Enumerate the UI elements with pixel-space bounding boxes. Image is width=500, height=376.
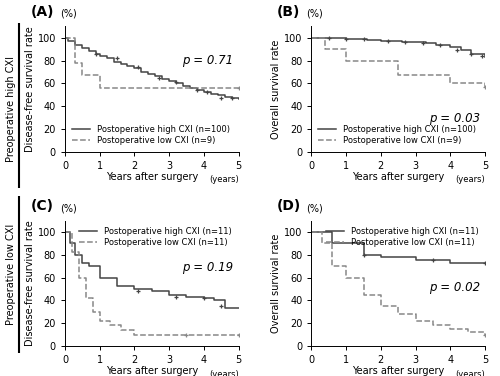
- Text: (B): (B): [276, 5, 300, 19]
- Text: p = 0.03: p = 0.03: [428, 112, 480, 124]
- Text: p = 0.71: p = 0.71: [182, 54, 234, 67]
- Y-axis label: Overall survival rate: Overall survival rate: [272, 39, 281, 139]
- Text: p = 0.02: p = 0.02: [428, 281, 480, 294]
- Legend: Postoperative high CXI (n=100), Postoperative low CXI (n=9): Postoperative high CXI (n=100), Postoper…: [69, 123, 232, 147]
- Y-axis label: Disease-free survival rate: Disease-free survival rate: [25, 220, 35, 346]
- X-axis label: Years after surgery: Years after surgery: [352, 172, 444, 182]
- X-axis label: Years after surgery: Years after surgery: [106, 366, 198, 376]
- Legend: Postoperative high CXI (n=11), Postoperative low CXI (n=11): Postoperative high CXI (n=11), Postopera…: [323, 225, 481, 250]
- Text: (%): (%): [60, 203, 76, 213]
- Text: Preoperative low CXI: Preoperative low CXI: [6, 224, 16, 325]
- Text: (years): (years): [209, 370, 238, 376]
- Text: p = 0.19: p = 0.19: [182, 261, 234, 274]
- Legend: Postoperative high CXI (n=100), Postoperative low CXI (n=9): Postoperative high CXI (n=100), Postoper…: [316, 123, 478, 147]
- Text: (A): (A): [30, 5, 54, 19]
- Text: (%): (%): [60, 9, 76, 19]
- Text: Preoperative high CXI: Preoperative high CXI: [6, 56, 16, 162]
- Text: (years): (years): [456, 370, 485, 376]
- X-axis label: Years after surgery: Years after surgery: [352, 366, 444, 376]
- Text: (years): (years): [209, 176, 238, 185]
- Legend: Postoperative high CXI (n=11), Postoperative low CXI (n=11): Postoperative high CXI (n=11), Postopera…: [76, 225, 234, 250]
- Text: (%): (%): [306, 203, 323, 213]
- Text: (D): (D): [276, 199, 301, 213]
- Text: (C): (C): [30, 199, 54, 213]
- Y-axis label: Disease-free survival rate: Disease-free survival rate: [25, 26, 35, 152]
- Text: (years): (years): [456, 176, 485, 185]
- Text: (%): (%): [306, 9, 323, 19]
- X-axis label: Years after surgery: Years after surgery: [106, 172, 198, 182]
- Y-axis label: Overall survival rate: Overall survival rate: [272, 233, 281, 333]
